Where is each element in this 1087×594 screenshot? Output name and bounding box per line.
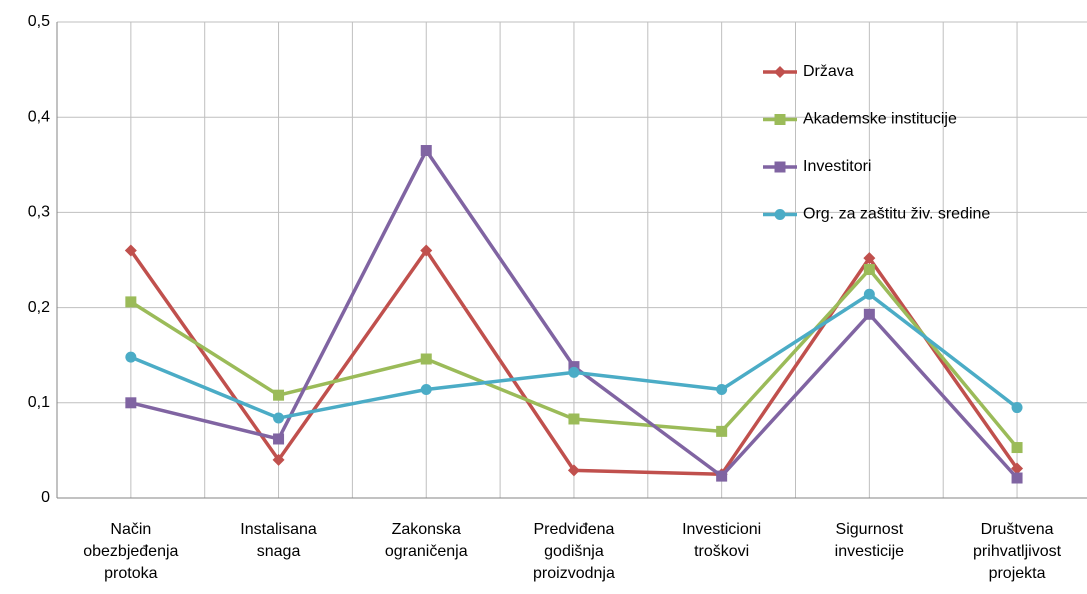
marker [568,413,580,425]
marker [716,383,728,395]
marker [774,161,786,173]
y-tick-label: 0,4 [28,108,50,125]
marker [863,288,875,300]
y-tick-label: 0,1 [28,394,50,411]
marker [125,296,137,308]
marker [273,412,285,424]
legend-label: Akademske institucije [803,111,957,128]
marker [273,433,285,445]
marker [774,209,786,220]
marker [420,353,432,365]
marker [774,66,786,78]
x-tick-label: Zakonska ograničenja [385,521,468,560]
marker [716,470,728,482]
legend-label: Investitori [803,158,871,175]
marker [420,383,432,395]
marker [272,453,285,466]
x-tick-label: Instalisana snaga [240,521,317,560]
marker [774,114,786,125]
marker [716,425,728,437]
marker [420,145,432,157]
y-tick-label: 0,2 [28,299,50,316]
legend-label: Država [803,63,854,80]
grid [57,21,1087,499]
x-tick-label: Investicioni troškovi [682,521,761,560]
y-tick-label: 0,3 [28,204,50,221]
marker [567,464,580,477]
x-tick-label: Sigurnost investicije [835,521,904,560]
marker [568,361,580,373]
x-tick-label: Društvena prihvatljivost projekta [973,521,1062,582]
marker [124,244,137,257]
marker [1011,402,1023,414]
marker [863,308,875,320]
x-tick-label: Način obezbjeđenja protoka [83,521,178,582]
marker [125,397,137,409]
x-tick-label: Predviđena godišnja proizvodnja [533,521,615,582]
marker [1011,442,1023,454]
marker [125,351,137,363]
marker [1011,462,1024,475]
marker [273,389,285,401]
legend-label: Org. za zaštitu živ. sredine [803,206,990,223]
marker [1011,472,1023,484]
marker [568,366,580,378]
y-tick-label: 0 [41,489,50,506]
y-tick-label: 0,5 [28,13,50,30]
marker [420,244,433,257]
marker [863,252,876,265]
marker [863,264,875,276]
